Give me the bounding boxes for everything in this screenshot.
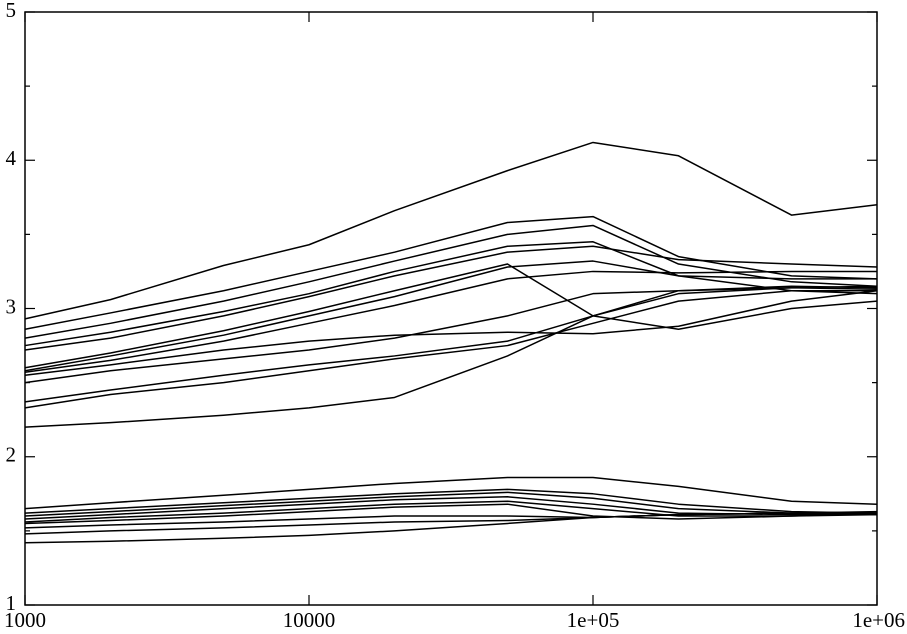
series-line — [24, 241, 878, 347]
series-line — [24, 488, 878, 514]
y-tick-label: 5 — [6, 0, 17, 22]
series-line — [24, 476, 878, 510]
y-tick-label: 2 — [6, 443, 17, 467]
y-tick-label: 3 — [6, 294, 17, 318]
series-line — [24, 500, 878, 523]
series-line — [24, 263, 878, 369]
series-line — [24, 503, 878, 525]
series-line — [24, 270, 877, 373]
y-tick-label: 1 — [6, 591, 17, 615]
series-line — [24, 289, 878, 376]
series-line — [24, 215, 878, 330]
series-line — [24, 245, 878, 351]
x-tick-label: 1e+05 — [567, 608, 620, 632]
series-line — [24, 285, 878, 428]
x-tick-label: 1e+06 — [852, 608, 905, 632]
series-line — [24, 141, 878, 320]
y-tick-label: 4 — [6, 146, 17, 170]
series-line — [24, 287, 878, 384]
series-line — [24, 260, 877, 372]
x-tick-label: 1000 — [4, 608, 46, 632]
series-line — [24, 289, 877, 409]
series-line — [24, 491, 877, 517]
series-line — [24, 285, 878, 403]
series-line — [24, 512, 877, 544]
x-tick-label: 10000 — [283, 608, 336, 632]
